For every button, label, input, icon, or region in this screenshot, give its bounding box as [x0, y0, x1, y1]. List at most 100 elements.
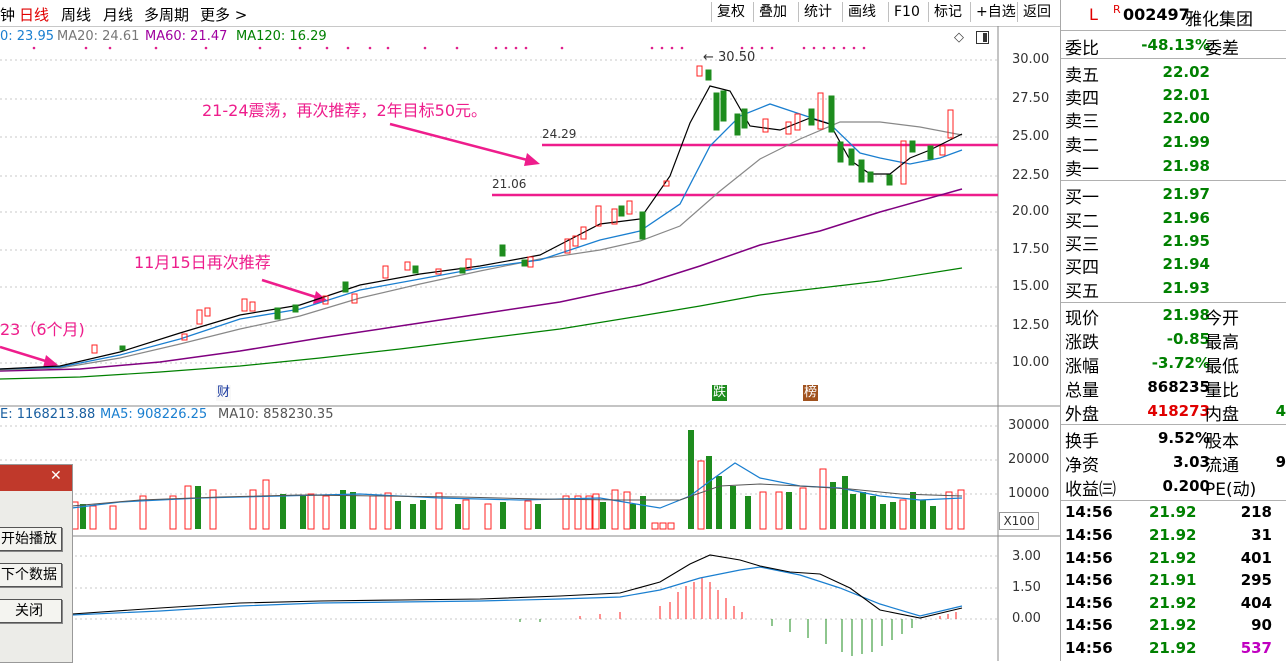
tick-volume: 218 — [1240, 503, 1272, 521]
price-axis-label: 10.00 — [1012, 355, 1050, 370]
macd-panel — [71, 554, 963, 656]
dialog-titlebar[interactable]: ✕ — [0, 465, 72, 491]
price-axis-label: 27.50 — [1012, 91, 1050, 106]
quote-label: 今开 — [1205, 309, 1239, 329]
tick-price: 21.92 — [1149, 526, 1197, 544]
bid-label: 买四 — [1065, 258, 1099, 278]
volume-axis-label: 20000 — [1008, 452, 1050, 467]
start-play-button[interactable]: 开始播放 — [0, 527, 62, 551]
annotation-text: 11月15日再次推荐 — [134, 253, 271, 272]
macd-axis-label: 3.00 — [1012, 549, 1041, 564]
total-volume: 868235 — [1147, 378, 1210, 396]
window-toggle-icon[interactable] — [976, 31, 989, 44]
volume-bars — [71, 430, 965, 530]
kline-chart — [0, 26, 1060, 661]
bid-price: 21.96 — [1162, 209, 1210, 227]
r-mark: R — [1113, 3, 1121, 16]
ask-price: 22.00 — [1162, 109, 1210, 127]
add-watchlist-button[interactable]: +自选 — [970, 2, 1016, 22]
annotation-text: 21-24震荡，再次推荐，2年目标50元。 — [202, 101, 488, 120]
fuquan-button[interactable]: 复权 — [711, 2, 745, 22]
tick-price: 21.92 — [1149, 549, 1197, 567]
price-change: -0.85 — [1166, 330, 1210, 348]
tab-minute[interactable]: 钟 — [0, 6, 16, 24]
tick-price: 21.91 — [1149, 571, 1197, 589]
vol-ma5-legend: MA5: 908226.25 — [100, 407, 208, 422]
outer-volume: 418273 — [1147, 402, 1210, 420]
ask-price: 21.98 — [1162, 157, 1210, 175]
order-ratio-value: -48.13% — [1141, 36, 1210, 54]
ma120-legend: MA120: 16.29 — [236, 29, 327, 44]
stats-button[interactable]: 统计 — [798, 2, 832, 22]
quote-label: 涨跌 — [1065, 333, 1099, 353]
tick-volume: 31 — [1251, 526, 1272, 544]
upper-line-label: 24.29 — [542, 127, 577, 141]
tab-monthly[interactable]: 月线 — [103, 6, 134, 24]
quote-label: 最高 — [1205, 333, 1239, 353]
bid-label: 买一 — [1065, 188, 1099, 208]
price-axis-label: 25.00 — [1012, 129, 1050, 144]
quote-label: 总量 — [1065, 381, 1099, 401]
float-shares: 9 — [1275, 453, 1286, 471]
price-axis-label: 20.00 — [1012, 204, 1050, 219]
tick-volume: 404 — [1240, 594, 1272, 612]
order-diff-label: 委差 — [1205, 39, 1239, 59]
next-data-button[interactable]: 下个数据 — [0, 563, 62, 587]
close-icon[interactable]: ✕ — [50, 468, 62, 484]
change-percent: -3.72% — [1151, 354, 1210, 372]
tick-price: 21.92 — [1149, 616, 1197, 634]
quote-label: 最低 — [1205, 357, 1239, 377]
price-axis-label: 12.50 — [1012, 318, 1050, 333]
price-axis-label: 15.00 — [1012, 279, 1050, 294]
panel-divider — [1060, 0, 1061, 661]
stat-label: 股本 — [1205, 432, 1239, 452]
current-price: 21.98 — [1162, 306, 1210, 324]
tick-time: 14:56 — [1065, 594, 1113, 612]
ask-price: 22.02 — [1162, 63, 1210, 81]
volume-axis-label: 30000 — [1008, 418, 1050, 433]
ask-label: 卖二 — [1065, 136, 1099, 156]
macd-axis-label: 1.50 — [1012, 580, 1041, 595]
ma60-legend: MA60: 21.47 — [145, 29, 228, 44]
volume-unit-label: X100 — [999, 512, 1039, 530]
tick-volume: 90 — [1251, 616, 1272, 634]
f10-button[interactable]: F10 — [888, 2, 920, 22]
bid-price: 21.94 — [1162, 255, 1210, 273]
quote-label: 量比 — [1205, 381, 1239, 401]
tick-time: 14:56 — [1065, 503, 1113, 521]
high-price-label: ← 30.50 — [703, 50, 756, 65]
mark-button[interactable]: 标记 — [928, 2, 962, 22]
bid-price: 21.97 — [1162, 185, 1210, 203]
candles — [91, 65, 954, 354]
annotation-text: 23（6个月) — [0, 320, 85, 339]
volume-axis-label: 10000 — [1008, 486, 1050, 501]
tick-price: 21.92 — [1149, 594, 1197, 612]
ma10-legend: 0: 23.95 — [0, 29, 54, 44]
drop-marker[interactable]: 跌 — [712, 385, 727, 401]
tick-time: 14:56 — [1065, 639, 1113, 657]
draw-line-button[interactable]: 画线 — [842, 2, 876, 22]
tick-time: 14:56 — [1065, 616, 1113, 634]
quote-panel: L R 002497 雅化集团 委比 -48.13% 委差 卖五 22.02 卖… — [1061, 0, 1286, 661]
tab-weekly[interactable]: 周线 — [61, 6, 92, 24]
diamond-icon[interactable]: ◇ — [954, 30, 964, 45]
bid-price: 21.95 — [1162, 232, 1210, 250]
stock-code: 002497 — [1123, 5, 1190, 24]
finance-marker[interactable]: 财 — [216, 385, 231, 401]
net-assets: 3.03 — [1172, 453, 1210, 471]
back-button[interactable]: 返回 — [1017, 2, 1051, 22]
bid-price: 21.93 — [1162, 279, 1210, 297]
stat-label: 净资 — [1065, 456, 1099, 476]
tab-more[interactable]: 更多 > — [200, 6, 248, 24]
ask-label: 卖三 — [1065, 112, 1099, 132]
l-mark: L — [1089, 5, 1098, 24]
ask-label: 卖一 — [1065, 160, 1099, 180]
inner-volume: 4 — [1275, 402, 1286, 420]
overlay-button[interactable]: 叠加 — [753, 2, 787, 22]
ranking-marker[interactable]: 榜 — [803, 385, 818, 401]
tab-multi-period[interactable]: 多周期 — [144, 6, 190, 24]
chart-toolbar: 钟 日线 周线 月线 多周期 更多 > 复权 叠加 统计 画线 F10 标记 +… — [0, 0, 1060, 27]
close-button[interactable]: 关闭 — [0, 599, 62, 623]
bid-label: 买二 — [1065, 212, 1099, 232]
tab-daily[interactable]: 日线 — [19, 6, 50, 24]
